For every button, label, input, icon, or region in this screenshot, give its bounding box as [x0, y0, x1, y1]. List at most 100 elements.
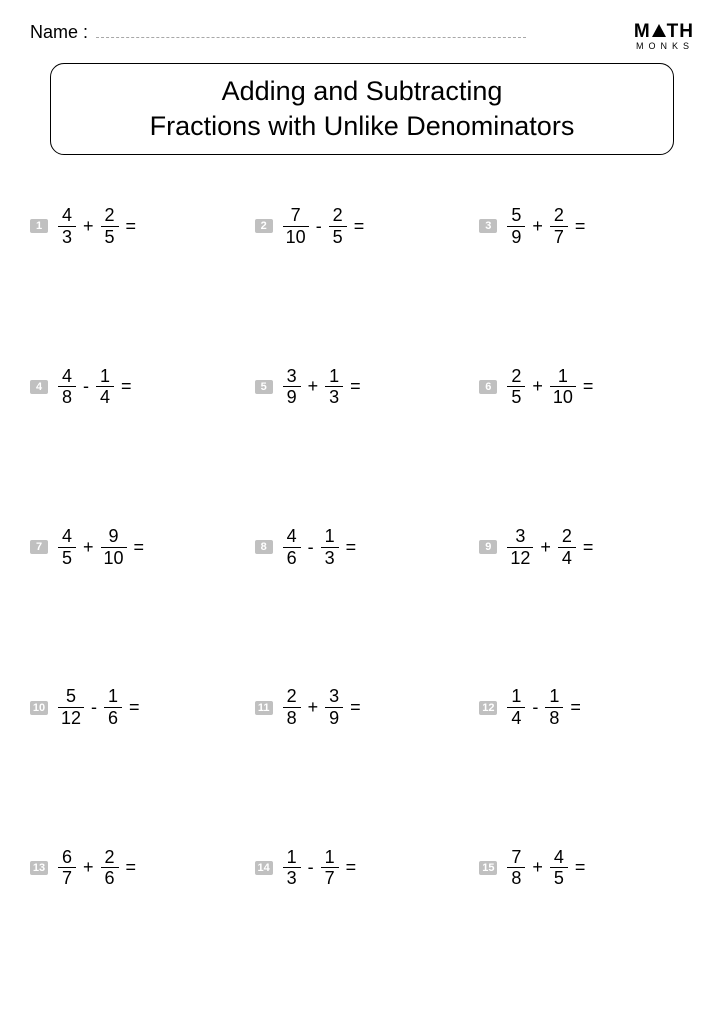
numerator: 2	[508, 366, 524, 387]
denominator: 8	[546, 708, 562, 729]
denominator: 5	[59, 548, 75, 569]
problem-number-badge: 1	[30, 219, 48, 233]
numerator: 4	[59, 526, 75, 547]
operator: -	[307, 537, 315, 558]
operator: +	[539, 537, 552, 558]
problem-number-badge: 7	[30, 540, 48, 554]
problem-expression: 312+24=	[507, 526, 593, 568]
problems-grid: 143+25=2710-25=359+27=448-14=539+13=625+…	[30, 205, 694, 889]
logo-text-after: TH	[667, 22, 694, 41]
fraction-b: 13	[321, 526, 339, 568]
fraction-a: 312	[507, 526, 533, 568]
problem-1: 143+25=	[30, 205, 245, 247]
denominator: 7	[322, 868, 338, 889]
denominator: 8	[284, 708, 300, 729]
operator: -	[531, 697, 539, 718]
numerator: 7	[508, 847, 524, 868]
fraction-a: 59	[507, 205, 525, 247]
denominator: 3	[284, 868, 300, 889]
math-monks-logo: M TH MONKS	[634, 22, 694, 51]
denominator: 12	[58, 708, 84, 729]
numerator: 4	[59, 366, 75, 387]
problem-expression: 78+45=	[507, 847, 585, 889]
denominator: 7	[551, 227, 567, 248]
fraction-b: 14	[96, 366, 114, 408]
problem-expression: 46-13=	[283, 526, 357, 568]
denominator: 5	[330, 227, 346, 248]
problem-8: 846-13=	[255, 526, 470, 568]
fraction-b: 45	[550, 847, 568, 889]
problem-number-badge: 3	[479, 219, 497, 233]
title-text: Adding and Subtracting Fractions with Un…	[69, 74, 655, 144]
numerator: 1	[555, 366, 571, 387]
fraction-a: 67	[58, 847, 76, 889]
numerator: 3	[326, 686, 342, 707]
problem-expression: 45+910=	[58, 526, 144, 568]
equals-sign: =	[345, 857, 357, 878]
denominator: 6	[105, 708, 121, 729]
fraction-a: 45	[58, 526, 76, 568]
denominator: 4	[97, 387, 113, 408]
denominator: 5	[508, 387, 524, 408]
numerator: 2	[102, 205, 118, 226]
operator: -	[90, 697, 98, 718]
numerator: 1	[546, 686, 562, 707]
denominator: 10	[101, 548, 127, 569]
operator: +	[307, 697, 320, 718]
denominator: 3	[59, 227, 75, 248]
fraction-b: 110	[550, 366, 576, 408]
numerator: 1	[105, 686, 121, 707]
problem-4: 448-14=	[30, 366, 245, 408]
equals-sign: =	[574, 216, 586, 237]
problem-13: 1367+26=	[30, 847, 245, 889]
fraction-b: 910	[101, 526, 127, 568]
equals-sign: =	[349, 376, 361, 397]
numerator: 7	[288, 205, 304, 226]
problem-number-badge: 8	[255, 540, 273, 554]
problem-5: 539+13=	[255, 366, 470, 408]
numerator: 1	[322, 526, 338, 547]
denominator: 3	[326, 387, 342, 408]
problem-number-badge: 14	[255, 861, 273, 875]
numerator: 2	[551, 205, 567, 226]
problem-expression: 48-14=	[58, 366, 132, 408]
triangle-a-icon	[652, 24, 666, 37]
operator: +	[531, 857, 544, 878]
numerator: 5	[508, 205, 524, 226]
fraction-b: 26	[101, 847, 119, 889]
equals-sign: =	[574, 857, 586, 878]
header-row: Name : M TH MONKS	[30, 22, 694, 51]
problem-expression: 512-16=	[58, 686, 140, 728]
denominator: 6	[102, 868, 118, 889]
name-label: Name :	[30, 22, 88, 43]
problem-11: 1128+39=	[255, 686, 470, 728]
operator: -	[307, 857, 315, 878]
denominator: 12	[507, 548, 533, 569]
title-line1: Adding and Subtracting	[222, 76, 503, 106]
title-box: Adding and Subtracting Fractions with Un…	[50, 63, 674, 155]
operator: +	[531, 376, 544, 397]
problem-14: 1413-17=	[255, 847, 470, 889]
denominator: 3	[322, 548, 338, 569]
equals-sign: =	[133, 537, 145, 558]
problem-15: 1578+45=	[479, 847, 694, 889]
denominator: 5	[551, 868, 567, 889]
equals-sign: =	[349, 697, 361, 718]
problem-2: 2710-25=	[255, 205, 470, 247]
problem-3: 359+27=	[479, 205, 694, 247]
name-input-line[interactable]	[96, 22, 526, 38]
denominator: 9	[508, 227, 524, 248]
denominator: 6	[284, 548, 300, 569]
problem-expression: 13-17=	[283, 847, 357, 889]
fraction-b: 25	[101, 205, 119, 247]
problem-number-badge: 11	[255, 701, 273, 715]
numerator: 2	[559, 526, 575, 547]
fraction-b: 13	[325, 366, 343, 408]
problem-expression: 28+39=	[283, 686, 361, 728]
numerator: 3	[512, 526, 528, 547]
equals-sign: =	[345, 537, 357, 558]
fraction-a: 13	[283, 847, 301, 889]
operator: +	[531, 216, 544, 237]
problem-number-badge: 5	[255, 380, 273, 394]
numerator: 4	[551, 847, 567, 868]
